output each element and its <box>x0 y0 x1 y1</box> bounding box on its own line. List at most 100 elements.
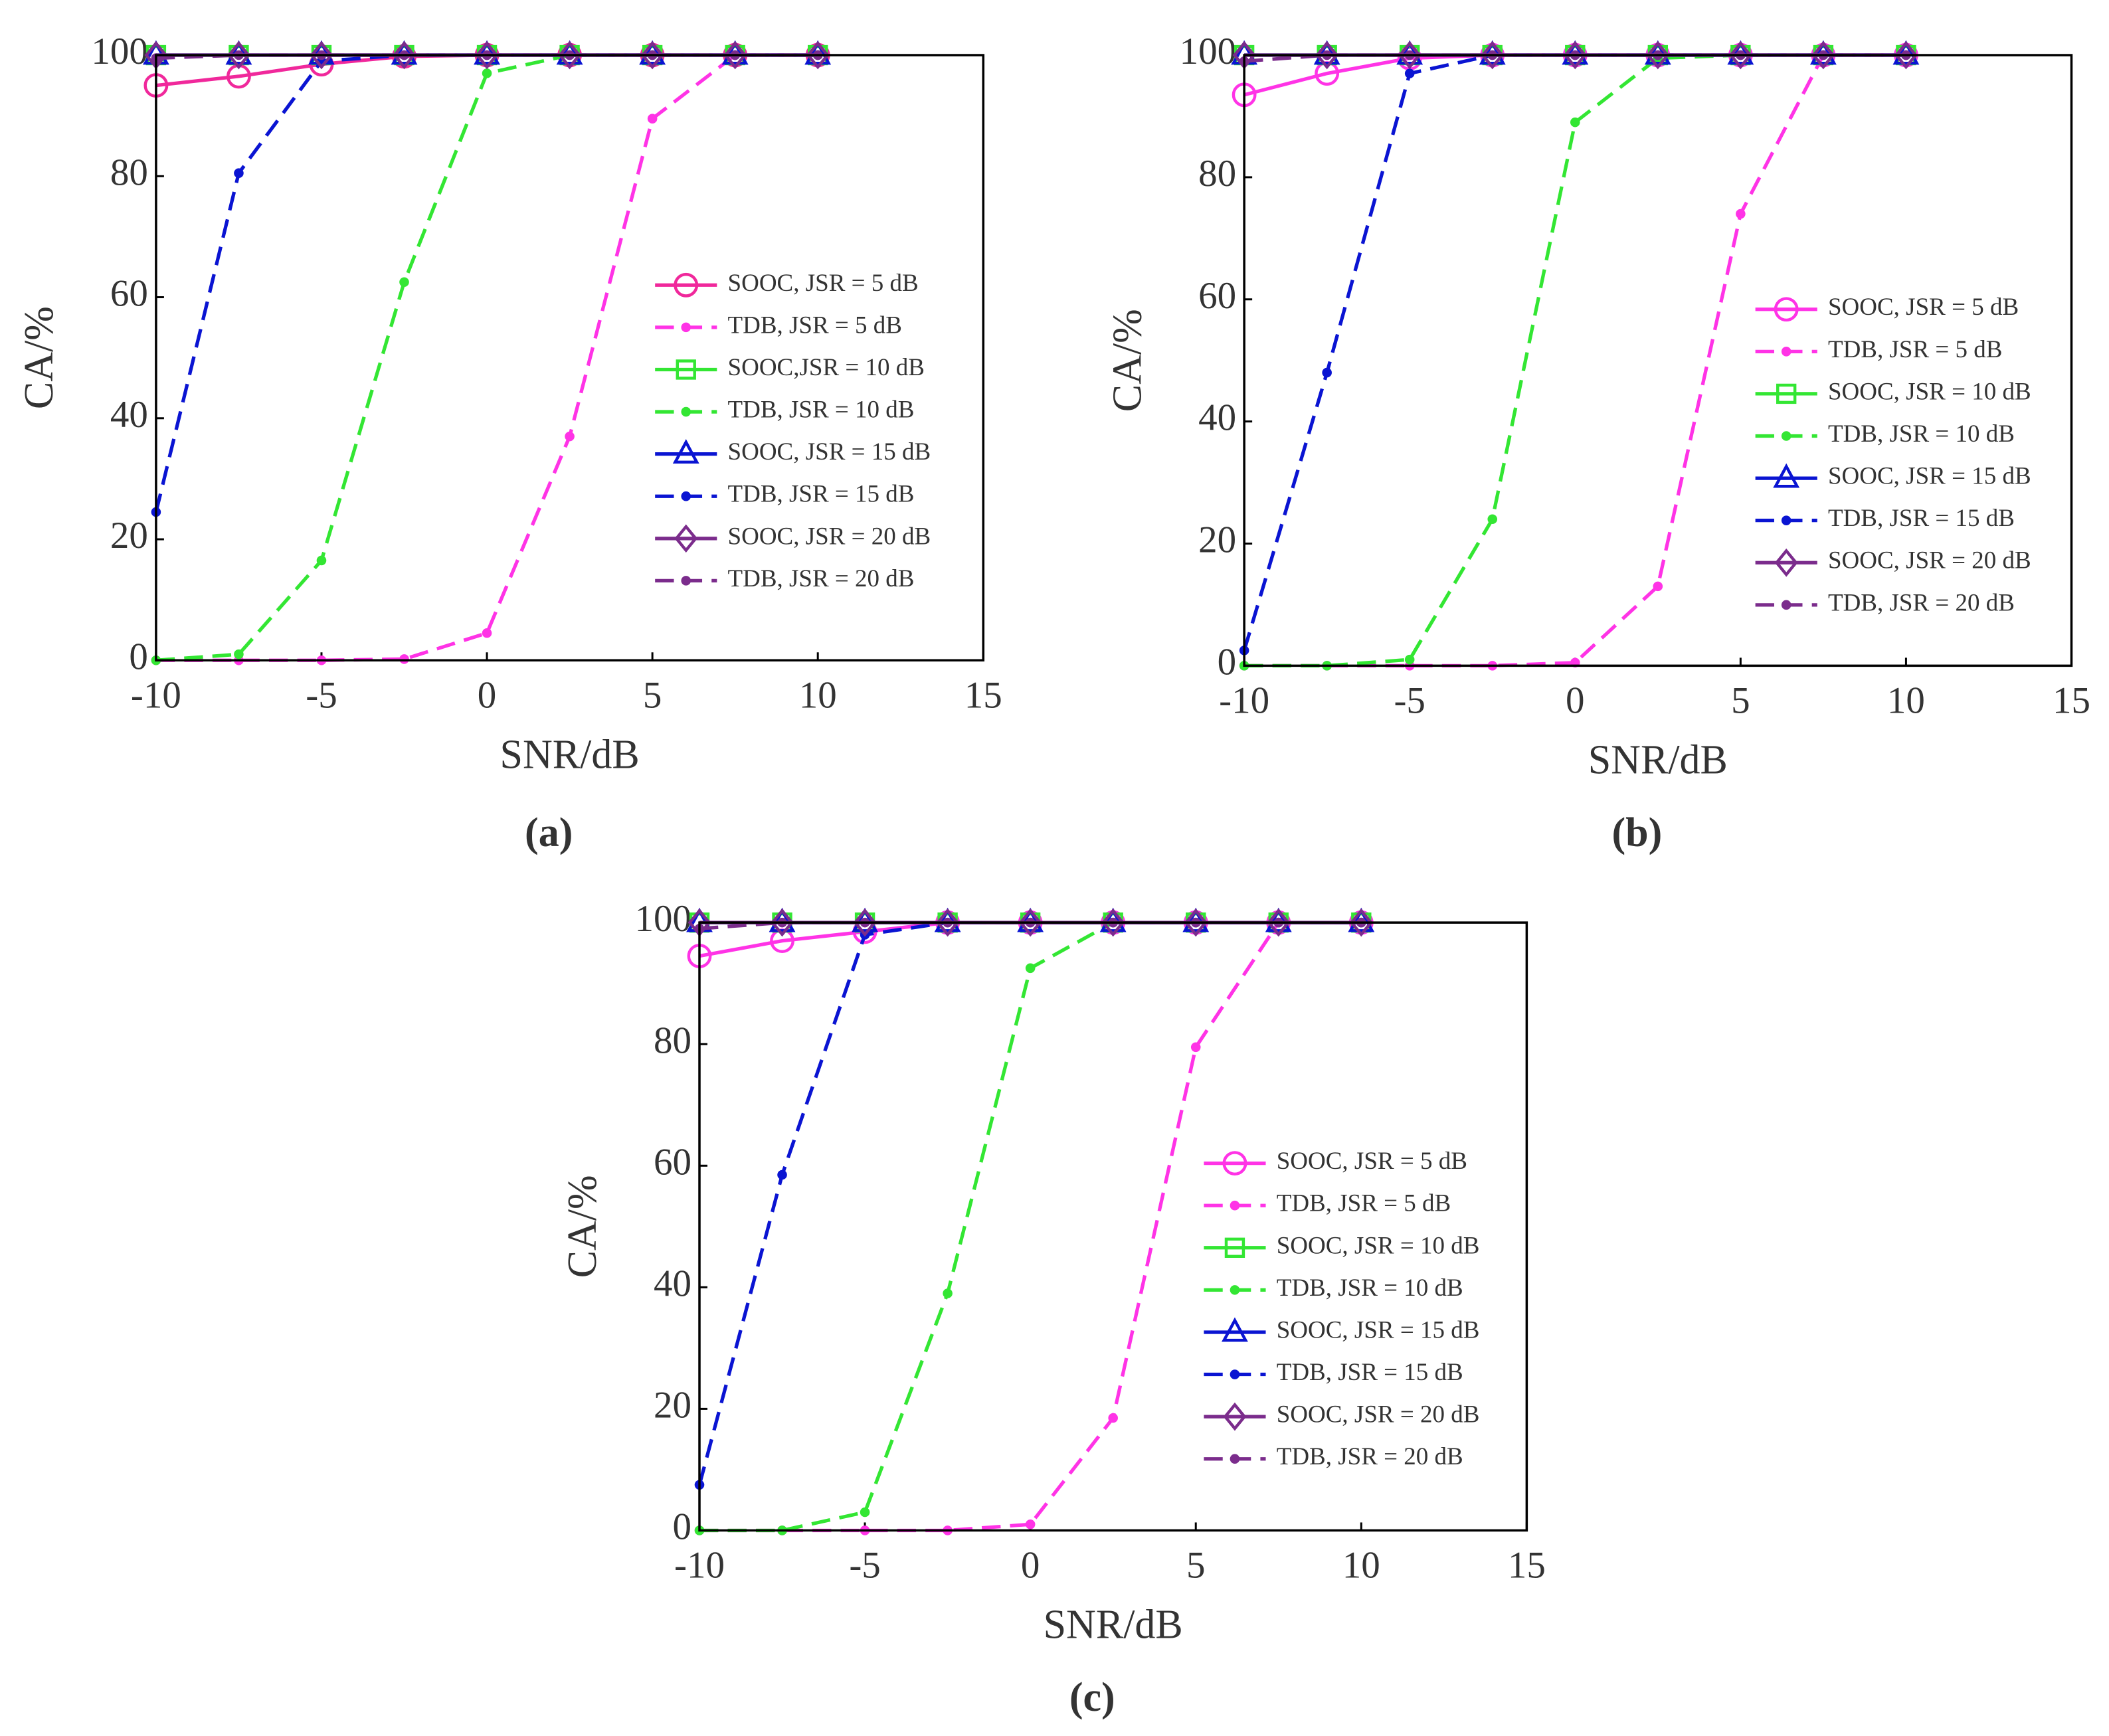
marker <box>234 168 244 179</box>
x-tick-label: 5 <box>643 674 662 716</box>
marker <box>1182 907 1210 932</box>
x-tick-label: 0 <box>478 674 497 716</box>
x-tick-label: 10 <box>1342 1545 1380 1587</box>
marker <box>860 1507 870 1518</box>
legend-label: TDB, JSR = 5 dB <box>1277 1190 1451 1217</box>
legend-marker <box>1773 463 1800 488</box>
y-tick-label: 80 <box>654 1019 691 1061</box>
series-line <box>699 920 1362 958</box>
marker <box>1727 40 1754 65</box>
x-tick-label: 0 <box>1021 1545 1040 1587</box>
marker <box>639 40 666 65</box>
marker <box>936 908 960 937</box>
x-tick-label: 15 <box>964 674 1002 716</box>
marker <box>1809 40 1837 65</box>
marker <box>1404 654 1415 665</box>
marker <box>1563 41 1587 70</box>
y-tick-label: 40 <box>654 1262 691 1304</box>
legend-label: SOOC, JSR = 20 dB <box>728 523 931 550</box>
legend-label: SOOC, JSR = 5 dB <box>728 270 919 297</box>
y-tick-label: 20 <box>1198 519 1236 561</box>
y-tick-label: 40 <box>110 394 148 436</box>
y-tick-label: 100 <box>635 898 692 940</box>
marker <box>1025 1519 1036 1529</box>
marker <box>1892 40 1920 65</box>
legend-label: TDB, JSR = 20 dB <box>728 565 915 592</box>
plot-frame <box>155 54 985 662</box>
marker <box>482 628 492 638</box>
legend-marker <box>681 576 691 586</box>
y-tick-label: 20 <box>110 515 148 557</box>
marker <box>1099 907 1127 932</box>
marker <box>771 908 794 937</box>
marker <box>556 40 583 65</box>
series-line <box>154 53 818 513</box>
legend-marker <box>1224 1237 1245 1258</box>
legend-label: SOOC, JSR = 15 dB <box>1277 1316 1480 1344</box>
y-axis-label: CA/% <box>17 306 62 409</box>
legend-label: TDB, JSR = 20 dB <box>1828 589 2015 616</box>
y-tick-label: 60 <box>654 1141 691 1183</box>
legend-marker <box>1222 1317 1248 1342</box>
legend-marker <box>1230 1200 1240 1211</box>
marker <box>1736 209 1746 219</box>
x-tick-label: 15 <box>1508 1545 1546 1587</box>
marker <box>934 907 961 932</box>
marker <box>474 40 500 65</box>
x-tick-label: -10 <box>131 674 181 716</box>
marker <box>1349 908 1373 937</box>
marker <box>1653 581 1663 592</box>
x-tick-label: -10 <box>1219 679 1269 721</box>
legend-label: SOOC,JSR = 10 dB <box>728 354 925 381</box>
marker <box>1728 41 1752 70</box>
legend-label: SOOC, JSR = 15 dB <box>1828 463 2031 490</box>
y-axis-label: CA/% <box>1105 309 1150 412</box>
marker <box>1265 907 1292 932</box>
series-line <box>699 920 1362 1533</box>
caption: (c) <box>1069 1675 1115 1720</box>
legend-label: SOOC, JSR = 20 dB <box>1828 547 2031 574</box>
x-tick-label: 5 <box>1186 1545 1206 1587</box>
x-tick-label: 10 <box>799 674 837 716</box>
marker <box>1487 514 1498 525</box>
series-line <box>1244 53 1906 668</box>
marker <box>1396 40 1423 65</box>
legend-label: TDB, JSR = 10 dB <box>1828 420 2015 448</box>
legend-label: SOOC, JSR = 5 dB <box>1828 294 2019 321</box>
series-line <box>155 53 818 662</box>
marker <box>1404 68 1415 78</box>
x-tick-label: -5 <box>1394 679 1425 721</box>
marker <box>723 41 747 70</box>
legend-marker <box>1230 1369 1240 1379</box>
series-line <box>697 920 1362 1486</box>
marker <box>1894 41 1918 70</box>
legend-label: TDB, JSR = 5 dB <box>728 311 902 339</box>
marker <box>475 41 499 70</box>
legend-label: TDB, JSR = 15 dB <box>1828 505 2015 532</box>
marker <box>721 40 749 65</box>
legend-marker <box>1781 347 1791 357</box>
y-tick-label: 0 <box>1218 641 1237 683</box>
plot-frame <box>1243 54 2073 667</box>
marker <box>1479 40 1506 65</box>
legend-label: SOOC, JSR = 10 dB <box>1277 1232 1480 1259</box>
marker <box>1184 908 1208 937</box>
legend-marker <box>1222 1151 1247 1176</box>
marker <box>647 114 658 124</box>
marker <box>1570 117 1580 128</box>
marker <box>1562 40 1589 65</box>
legend-marker <box>1781 431 1791 441</box>
marker <box>310 41 333 70</box>
x-tick-label: -10 <box>674 1545 725 1587</box>
legend-marker <box>1781 515 1791 525</box>
marker <box>1315 41 1339 70</box>
y-tick-label: 80 <box>1198 153 1236 195</box>
marker <box>1025 963 1036 974</box>
marker <box>804 40 832 65</box>
series-line <box>699 920 1362 1533</box>
legend-marker <box>1230 1285 1240 1295</box>
legend-marker <box>1776 383 1797 404</box>
x-tick-label: 5 <box>1731 679 1750 721</box>
marker <box>1108 1413 1118 1423</box>
